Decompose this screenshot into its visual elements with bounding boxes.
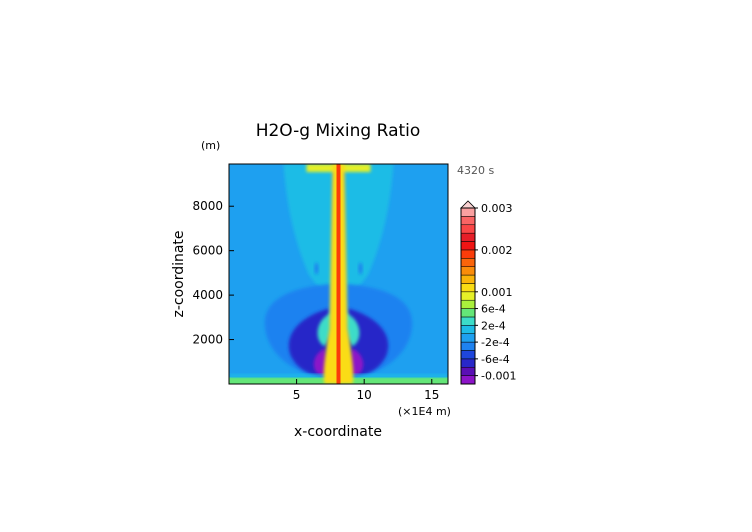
colorbar-label: 0.001 — [481, 286, 513, 299]
y-axis-label: z-coordinate — [171, 230, 187, 317]
upper-patch-right — [358, 262, 363, 275]
colorbar-frame — [460, 207, 476, 385]
y-unit-label: (m) — [201, 139, 220, 152]
colorbar-swatch — [460, 207, 476, 217]
y-tick-label: 2000 — [192, 333, 223, 347]
colorbar-swatch — [460, 266, 476, 276]
x-axis-label: x-coordinate — [294, 424, 382, 440]
colorbar-label: -6e-4 — [481, 353, 510, 366]
colorbar-swatch — [460, 358, 476, 368]
colorbar-label: 0.003 — [481, 202, 513, 215]
upper-wing-right — [344, 164, 394, 294]
colorbar-swatch — [460, 333, 476, 343]
x-tick-label: 10 — [357, 388, 372, 402]
upper-patch-left — [314, 262, 319, 275]
x-tick-label: 15 — [424, 388, 439, 402]
x-unit-label: (×1E4 m) — [398, 405, 451, 418]
colorbar-swatch — [460, 316, 476, 326]
colorbar-swatch — [460, 249, 476, 259]
x-tick-label: 5 — [293, 388, 301, 402]
colorbar-label: 2e-4 — [481, 319, 506, 332]
x-axis-ticks: 5 10 15 — [293, 379, 439, 402]
colorbar-swatch — [460, 241, 476, 251]
colorbar-swatch — [460, 283, 476, 293]
colorbar-swatch — [460, 350, 476, 360]
colorbar: 0.003 0.002 0.001 6e-4 2e-4 -2e-4 -6e-4 -0.001 — [460, 200, 516, 385]
colorbar-swatch — [460, 224, 476, 234]
colorbar-label: -0.001 — [481, 370, 516, 383]
mixing-ratio-field — [229, 164, 448, 384]
y-tick-label: 4000 — [192, 288, 223, 302]
colorbar-label: 0.002 — [481, 244, 513, 257]
colorbar-swatch — [460, 366, 476, 376]
colorbar-swatch — [460, 232, 476, 242]
colorbar-swatch — [460, 291, 476, 301]
colorbar-swatch — [460, 341, 476, 351]
colorbar-label: -2e-4 — [481, 336, 510, 349]
colorbar-swatch — [460, 375, 476, 385]
colorbar-swatch — [460, 308, 476, 318]
chart-title: H2O-g Mixing Ratio — [256, 121, 421, 141]
time-label: 4320 s — [457, 164, 494, 177]
colorbar-swatch — [460, 216, 476, 226]
upper-wing-left — [283, 164, 333, 294]
colorbar-swatch — [460, 274, 476, 284]
y-tick-label: 8000 — [192, 199, 223, 213]
colorbar-swatch — [460, 325, 476, 334]
colorbar-extend-arrow — [460, 200, 476, 209]
plume-core — [336, 164, 341, 384]
colorbar-label: 6e-4 — [481, 303, 506, 316]
y-tick-label: 6000 — [192, 244, 223, 258]
colorbar-swatch — [460, 299, 476, 309]
colorbar-swatch — [460, 258, 476, 267]
y-axis-ticks: 2000 4000 6000 8000 — [192, 199, 234, 347]
plot-frame — [228, 163, 449, 385]
